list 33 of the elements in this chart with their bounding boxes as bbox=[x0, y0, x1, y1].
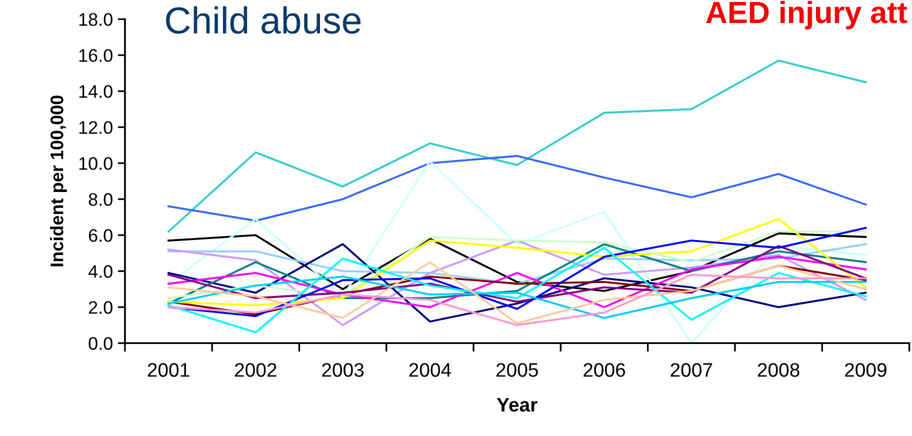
y-tick-label: 8.0 bbox=[88, 193, 112, 206]
y-tick-label: 10.0 bbox=[79, 157, 112, 170]
y-tick-label: 18.0 bbox=[79, 13, 112, 26]
x-tick-label: 2007 bbox=[670, 363, 712, 377]
line-series bbox=[168, 226, 867, 318]
line-series bbox=[168, 243, 867, 285]
y-tick-label: 2.0 bbox=[88, 301, 112, 314]
y-axis-title: Incident per 100,000 bbox=[50, 96, 67, 266]
y-tick-label: 16.0 bbox=[79, 49, 112, 62]
y-tick-label: 6.0 bbox=[88, 229, 112, 242]
line-series bbox=[168, 256, 867, 308]
line-series bbox=[168, 160, 867, 344]
x-tick-label: 2002 bbox=[235, 363, 276, 377]
y-tick-label: 12.0 bbox=[79, 121, 112, 134]
x-tick-label: 2006 bbox=[584, 363, 626, 377]
x-tick-label: 2001 bbox=[148, 363, 190, 377]
x-tick-label: 2009 bbox=[845, 363, 886, 377]
line-series bbox=[168, 154, 867, 222]
line-series bbox=[168, 276, 867, 319]
line-series bbox=[168, 218, 867, 306]
x-tick-label: 2008 bbox=[758, 363, 800, 377]
y-tick-label: 14.0 bbox=[79, 85, 112, 98]
line-series bbox=[168, 261, 867, 324]
x-tick-label: 2004 bbox=[409, 363, 452, 377]
x-tick-label: 2003 bbox=[322, 363, 364, 377]
line-series bbox=[168, 274, 867, 326]
annotation: AED injury att bbox=[706, 0, 908, 30]
y-tick-label: 4.0 bbox=[88, 265, 112, 278]
x-tick-label: 2005 bbox=[496, 363, 538, 377]
y-tick-label: 0.0 bbox=[88, 337, 112, 350]
chart-title: Child abuse bbox=[166, 6, 361, 34]
line-series bbox=[168, 60, 867, 233]
x-axis-title: Year bbox=[496, 398, 538, 412]
